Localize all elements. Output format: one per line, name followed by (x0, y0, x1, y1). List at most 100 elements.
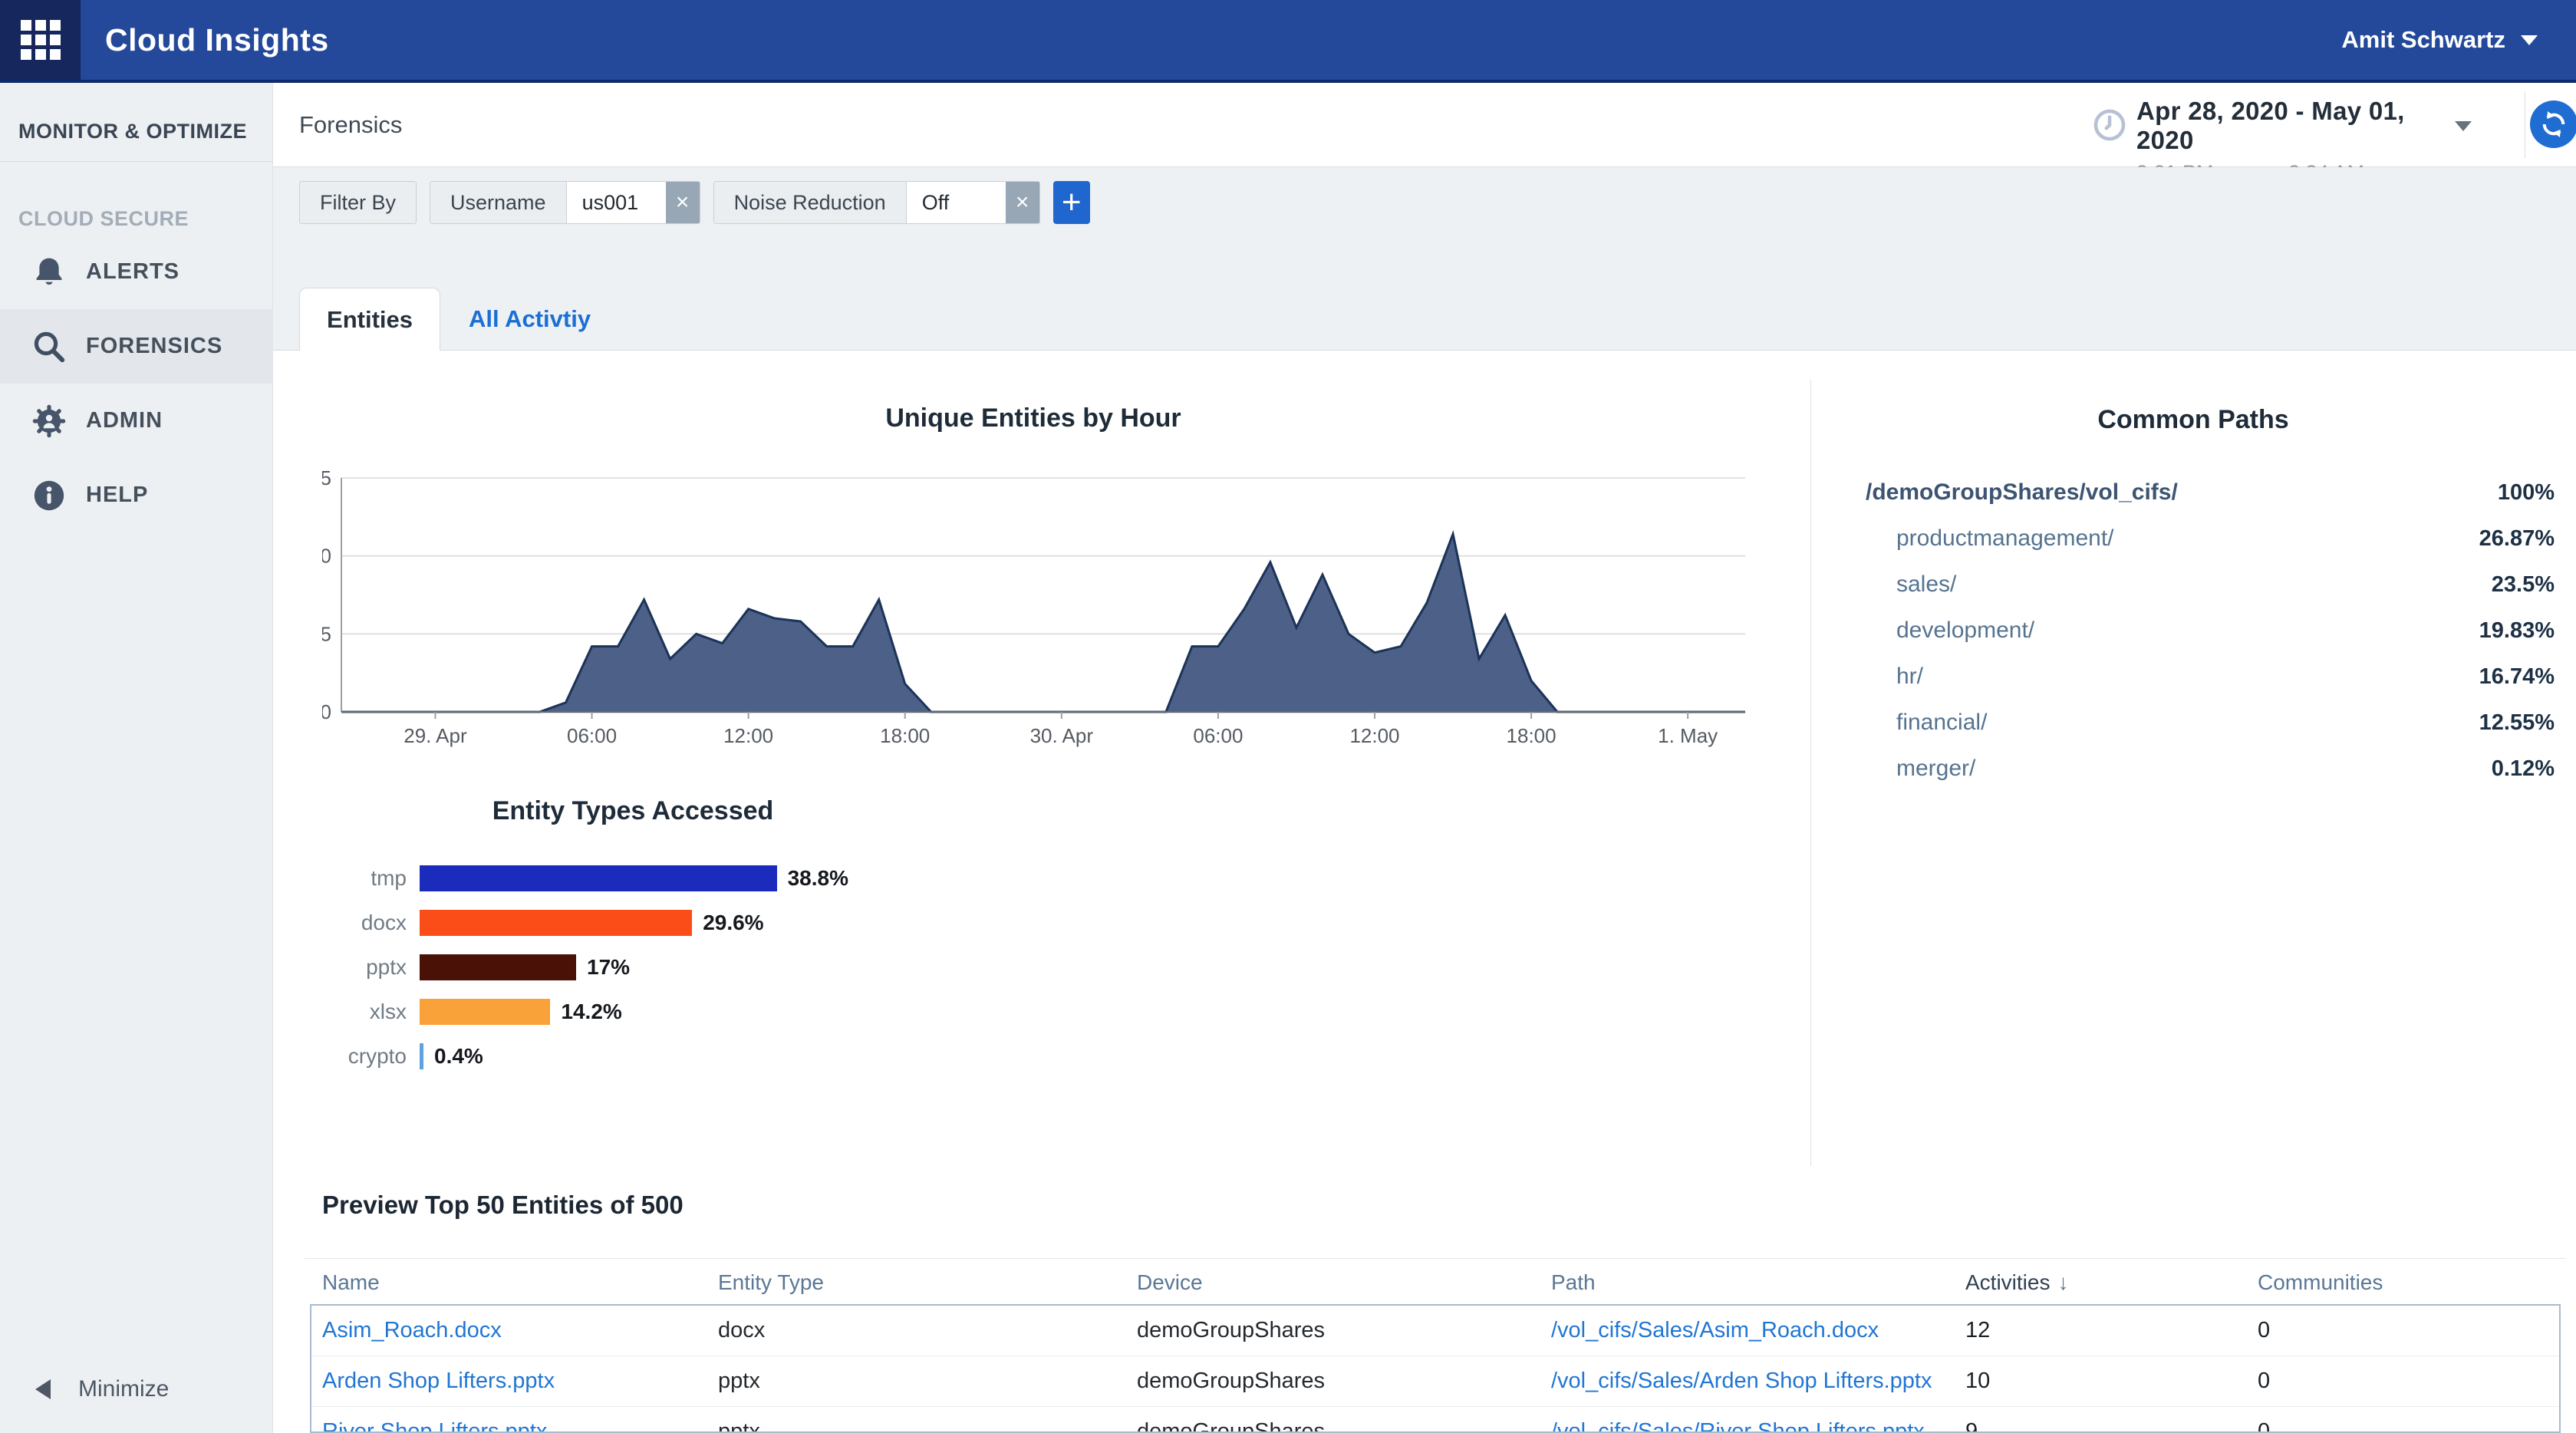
entity-type-cell: pptx (718, 1419, 760, 1433)
communities-cell: 0 (2258, 1419, 2271, 1433)
common-path-row: sales/23.5% (1841, 562, 2555, 608)
svg-text:50: 50 (322, 545, 331, 568)
page-header: Forensics Apr 28, 2020 - May 01, 2020 9:… (273, 83, 2576, 184)
sidebar-item-forensics[interactable]: FORENSICS (0, 309, 273, 384)
entity-path-link[interactable]: /vol_cifs/Sales/Arden Shop Lifters.pptx (1551, 1369, 1932, 1393)
sidebar-item-label: FORENSICS (86, 334, 223, 358)
column-header-entity-type[interactable]: Entity Type (718, 1270, 1137, 1295)
top-bar: Cloud Insights Amit Schwartz (0, 0, 2576, 83)
bar-category-label: docx (361, 911, 407, 934)
bar-row-crypto: crypto 0.4% (307, 1043, 1381, 1069)
remove-filter-icon[interactable]: × (665, 182, 700, 223)
common-path-link[interactable]: financial/ (1896, 710, 1988, 735)
refresh-button[interactable] (2530, 100, 2576, 148)
user-menu[interactable]: Amit Schwartz (2341, 0, 2538, 80)
svg-text:18:00: 18:00 (1507, 724, 1556, 747)
bar-xlsx[interactable] (420, 999, 551, 1025)
minimize-label: Minimize (78, 1376, 170, 1402)
sidebar-item-help[interactable]: HELP (0, 458, 273, 532)
table-row: Arden Shop Lifters.pptx pptx demoGroupShar… (311, 1356, 2559, 1407)
entity-name-link[interactable]: Asim_Roach.docx (322, 1318, 502, 1342)
table-body: Asim_Roach.docx docx demoGroupShares/vol_c… (310, 1304, 2561, 1433)
sort-desc-icon: ↓ (2057, 1270, 2069, 1294)
bar-row-tmp: tmp 38.8% (307, 865, 1381, 891)
svg-text:30. Apr: 30. Apr (1030, 724, 1094, 747)
bar-docx[interactable] (420, 910, 693, 936)
sidebar-divider (0, 161, 273, 162)
column-header-communities[interactable]: Communities (2258, 1270, 2561, 1295)
entity-path-link[interactable]: /vol_cifs/Sales/River Shop Lifters.pptx (1551, 1419, 1925, 1433)
filter-chip-noise-reduction: Noise Reduction Off × (713, 181, 1040, 224)
svg-text:18:00: 18:00 (880, 724, 930, 747)
column-header-path[interactable]: Path (1551, 1270, 1965, 1295)
panel-divider (1810, 380, 1811, 1166)
common-path-row: productmanagement/26.87% (1841, 516, 2555, 562)
common-path-link[interactable]: hr/ (1896, 664, 1924, 689)
common-path-link[interactable]: productmanagement/ (1896, 525, 2114, 551)
search-icon (31, 328, 68, 365)
bar-chart-title: Entity Types Accessed (492, 796, 774, 825)
chevron-down-icon (2521, 35, 2538, 45)
svg-text:75: 75 (322, 466, 331, 489)
common-path-link[interactable]: sales/ (1896, 572, 1957, 597)
svg-text:1. May: 1. May (1658, 724, 1718, 747)
column-header-activities[interactable]: Activities ↓ (1965, 1270, 2258, 1295)
common-path-row: merger/0.12% (1841, 746, 2555, 792)
sidebar-item-alerts[interactable]: ALERTS (0, 235, 273, 309)
activities-cell: 10 (1965, 1369, 1991, 1393)
bar-pptx[interactable] (420, 954, 576, 980)
bar-value-label: 14.2% (561, 1000, 622, 1023)
svg-text:0: 0 (322, 700, 331, 723)
area-chart-title: Unique Entities by Hour (885, 404, 1181, 433)
device-cell: demoGroupShares (1137, 1369, 1326, 1393)
common-path-link[interactable]: development/ (1896, 618, 2035, 643)
table-top-border (305, 1258, 2566, 1259)
communities-cell: 0 (2258, 1369, 2271, 1393)
common-path-row: development/19.83% (1841, 608, 2555, 654)
bell-icon (31, 254, 68, 291)
tab-all-activity[interactable]: All Activtiy (469, 305, 591, 332)
entity-name-link[interactable]: River Shop Lifters.pptx (322, 1419, 548, 1433)
sidebar-item-label: HELP (86, 483, 149, 507)
tab-panel (273, 351, 2576, 1433)
bar-crypto[interactable] (420, 1043, 423, 1069)
entity-path-link[interactable]: /vol_cifs/Sales/Asim_Roach.docx (1551, 1318, 1879, 1342)
common-path-percent: 26.87% (2479, 525, 2555, 551)
activities-cell: 9 (1965, 1419, 1978, 1433)
svg-text:12:00: 12:00 (723, 724, 773, 747)
clock-icon (2093, 109, 2126, 141)
common-path-percent: 100% (2497, 479, 2555, 505)
sidebar-item-admin[interactable]: ADMIN (0, 384, 273, 458)
common-path-link[interactable]: /demoGroupShares/vol_cifs/ (1866, 479, 2178, 505)
common-path-link[interactable]: merger/ (1896, 756, 1976, 781)
bar-tmp[interactable] (420, 865, 777, 891)
common-path-percent: 19.83% (2479, 618, 2555, 643)
bar-value-label: 38.8% (787, 866, 848, 890)
bar-value-label: 0.4% (434, 1044, 483, 1068)
add-filter-button[interactable]: + (1052, 181, 1090, 224)
bar-value-label: 17% (587, 955, 631, 979)
admin-gear-icon (31, 403, 68, 440)
common-paths-title: Common Paths (2097, 405, 2289, 434)
device-cell: demoGroupShares (1137, 1419, 1326, 1433)
bar-row-docx: docx 29.6% (307, 910, 1381, 936)
remove-filter-icon[interactable]: × (1005, 182, 1039, 223)
app-grid-button[interactable] (0, 0, 81, 80)
sidebar-section-cloud-secure: CLOUD SECURE (18, 207, 189, 230)
column-header-name[interactable]: Name (310, 1270, 718, 1295)
filter-chip-username: Username us001 × (430, 181, 700, 224)
entity-name-link[interactable]: Arden Shop Lifters.pptx (322, 1369, 555, 1393)
communities-cell: 0 (2258, 1318, 2271, 1342)
sidebar-section-monitor-optimize[interactable]: MONITOR & OPTIMIZE (18, 120, 247, 143)
common-path-percent: 12.55% (2479, 710, 2555, 735)
svg-text:12:00: 12:00 (1349, 724, 1399, 747)
date-range-caret-icon[interactable] (2455, 121, 2472, 131)
filter-chip-value[interactable]: us001 (565, 182, 666, 223)
bar-category-label: tmp (371, 866, 407, 890)
filter-chip-value[interactable]: Off (905, 182, 1006, 223)
sidebar-minimize-button[interactable]: Minimize (35, 1376, 169, 1402)
column-header-device[interactable]: Device (1137, 1270, 1551, 1295)
common-path-percent: 16.74% (2479, 664, 2555, 689)
tab-entities[interactable]: Entities (299, 288, 440, 351)
